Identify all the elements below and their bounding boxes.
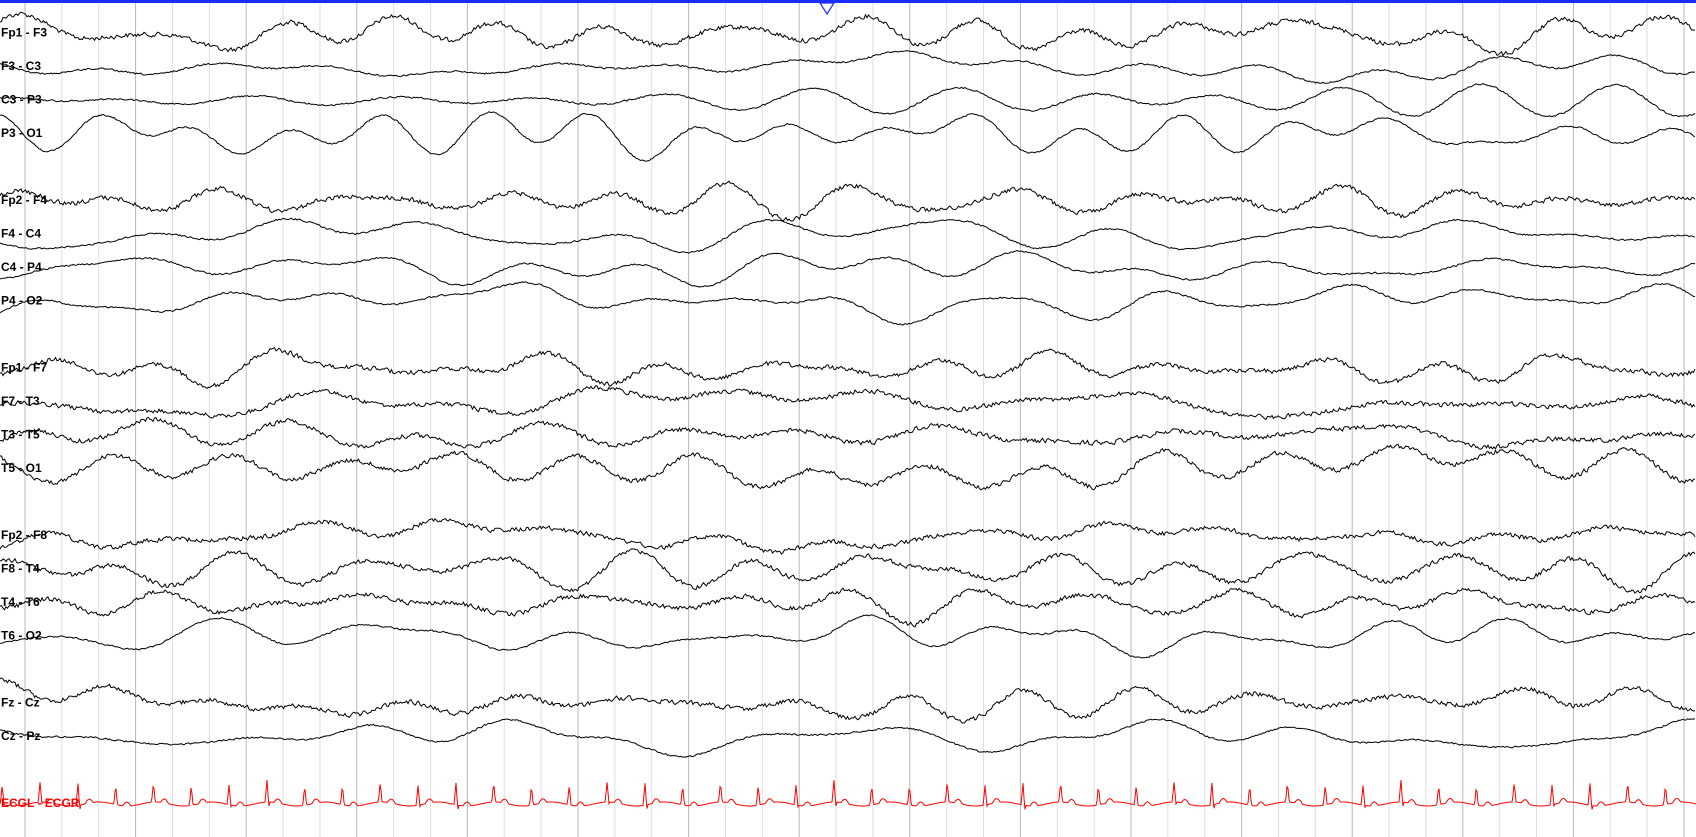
eeg-trace: [0, 281, 1696, 326]
eeg-trace: [0, 385, 1696, 421]
eeg-trace: [0, 180, 1696, 222]
channel-label: F4 - C4: [1, 227, 41, 241]
traces: [0, 11, 1696, 810]
eeg-trace: [0, 249, 1696, 288]
channel-label: T4 - T6: [1, 595, 40, 609]
channel-label: T5 - O1: [1, 461, 42, 475]
eeg-trace: [0, 587, 1696, 628]
channel-label: T3 - T5: [1, 428, 40, 442]
channel-label: Fp1 - F3: [1, 26, 47, 40]
eeg-trace: [0, 111, 1696, 162]
time-cursor[interactable]: [818, 2, 836, 16]
channel-label: ECGL - ECGR: [1, 796, 80, 810]
channel-label: F8 - T4: [1, 562, 40, 576]
eeg-trace: [0, 517, 1696, 555]
channel-label: P4 - O2: [1, 294, 43, 308]
time-grid: [24, 3, 1685, 837]
eeg-trace: [0, 718, 1696, 758]
eeg-trace: [0, 347, 1696, 390]
eeg-trace: [0, 217, 1696, 254]
channel-label: Fp2 - F8: [1, 528, 47, 542]
channel-label: Fp1 - F7: [1, 361, 47, 375]
channel-label: Fz - Cz: [1, 696, 40, 710]
channel-label: F3 - C3: [1, 59, 41, 73]
eeg-trace: [0, 614, 1696, 659]
channel-label: C3 - P3: [1, 93, 42, 107]
channel-label: T6 - O2: [1, 629, 42, 643]
channel-label: Fp2 - F4: [1, 193, 47, 207]
channel-label: P3 - O1: [1, 126, 43, 140]
time-bar: [0, 0, 1696, 3]
eeg-trace: [0, 416, 1696, 450]
eeg-trace: [0, 443, 1696, 491]
channel-label: C4 - P4: [1, 260, 42, 274]
eeg-trace: [0, 548, 1696, 594]
eeg-trace: [0, 11, 1696, 57]
channel-label: F7 - T3: [1, 394, 40, 408]
channel-labels: Fp1 - F3 F3 - C3 C3 - P3 P3 - O1 Fp2 - F4 F4 …: [1, 26, 80, 811]
eeg-trace: [0, 50, 1696, 84]
eeg-trace: [0, 677, 1696, 724]
ecg-trace: [0, 780, 1696, 810]
channel-label: Cz - Pz: [1, 729, 40, 743]
eeg-trace: [0, 83, 1696, 118]
